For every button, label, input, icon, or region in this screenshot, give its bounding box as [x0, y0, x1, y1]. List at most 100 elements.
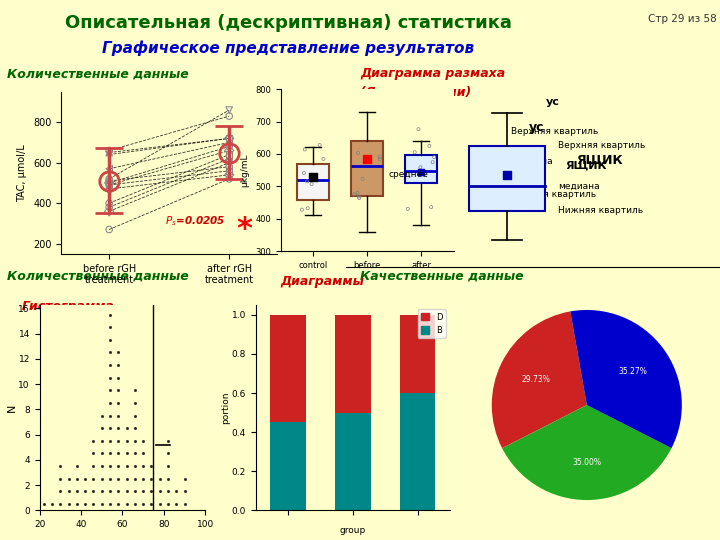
Point — [223, 146, 235, 155]
Point — [104, 225, 115, 234]
Text: Количественные данные: Количественные данные — [7, 68, 189, 80]
Text: Диаграмма размаха: Диаграмма размаха — [360, 68, 505, 80]
Text: Верхняя квартиль: Верхняя квартиль — [557, 141, 645, 150]
Point — [223, 150, 235, 159]
Point — [104, 199, 115, 207]
Point — [296, 205, 307, 214]
Point — [104, 148, 115, 157]
Text: ЯЩИК: ЯЩИК — [576, 154, 623, 167]
Wedge shape — [492, 312, 587, 448]
Bar — [469, 146, 545, 211]
Text: 35.27%: 35.27% — [618, 367, 647, 375]
Text: ус: ус — [546, 97, 559, 107]
Text: медиана: медиана — [511, 157, 553, 166]
Point — [357, 174, 369, 183]
Wedge shape — [570, 310, 682, 448]
Point — [223, 112, 235, 120]
Point — [354, 194, 365, 202]
Bar — [270, 315, 306, 422]
Text: ус: ус — [529, 122, 545, 134]
Point — [501, 171, 513, 179]
Text: Диаграммы: Диаграммы — [281, 275, 364, 288]
Text: медиана: медиана — [557, 181, 599, 191]
Point — [307, 172, 319, 181]
Point — [223, 158, 235, 167]
Legend: D, B: D, B — [418, 309, 446, 338]
Point — [298, 168, 310, 177]
Text: 35.00%: 35.00% — [572, 457, 601, 467]
Point — [361, 154, 373, 163]
Point — [223, 142, 235, 151]
X-axis label: group: group — [340, 525, 366, 535]
Point — [299, 145, 310, 154]
Bar — [335, 315, 371, 413]
Point — [104, 146, 115, 155]
Text: (Ящик с усами): (Ящик с усами) — [360, 86, 472, 99]
Point — [423, 141, 435, 150]
PathPatch shape — [297, 164, 329, 200]
Y-axis label: µkg/mL: µkg/mL — [240, 153, 250, 187]
Point — [352, 148, 364, 157]
Text: $P_s$=0.0205: $P_s$=0.0205 — [165, 214, 225, 228]
Text: среднее: среднее — [389, 171, 428, 179]
Point — [104, 177, 115, 185]
Bar — [335, 413, 371, 510]
Text: Качественные данные: Качественные данные — [360, 270, 523, 283]
Text: Количественные данные: Количественные данные — [7, 270, 189, 283]
Point — [428, 153, 440, 161]
Y-axis label: portion: portion — [221, 392, 230, 424]
Bar — [400, 315, 436, 393]
Point — [223, 134, 235, 143]
Point — [318, 154, 329, 163]
Point — [223, 134, 235, 143]
Point — [223, 174, 235, 183]
Point — [223, 154, 235, 163]
Point — [427, 158, 438, 166]
Text: 29.73%: 29.73% — [521, 375, 550, 384]
Text: Стр 29 из 58: Стр 29 из 58 — [648, 14, 716, 24]
Text: Графическое представление результатов: Графическое представление результатов — [102, 40, 474, 56]
Point — [223, 163, 235, 171]
Point — [353, 192, 364, 201]
Y-axis label: N: N — [7, 403, 17, 412]
Point — [104, 164, 115, 173]
Point — [302, 177, 313, 186]
Point — [104, 174, 115, 183]
Text: Нижняя квартиль: Нижняя квартиль — [557, 206, 643, 215]
Text: ЯЩИК: ЯЩИК — [565, 160, 607, 170]
Point — [104, 203, 115, 212]
Text: Нижняя квартиль: Нижняя квартиль — [511, 190, 596, 199]
Point — [314, 141, 325, 150]
Wedge shape — [502, 405, 672, 500]
Point — [374, 154, 385, 163]
Text: Верхняя квартиль: Верхняя квартиль — [511, 127, 598, 136]
Point — [223, 138, 235, 147]
Point — [352, 188, 364, 197]
Point — [104, 185, 115, 193]
Point — [413, 125, 424, 133]
Point — [415, 167, 427, 176]
Point — [223, 166, 235, 175]
Point — [223, 171, 235, 179]
Point — [415, 163, 426, 172]
Point — [104, 180, 115, 189]
Bar — [400, 393, 436, 510]
Point — [104, 207, 115, 215]
PathPatch shape — [351, 141, 383, 196]
Text: среднее: среднее — [400, 165, 439, 174]
Point — [302, 204, 313, 213]
Text: *: * — [237, 214, 253, 244]
Point — [374, 152, 385, 161]
Point — [104, 150, 115, 159]
Point — [402, 205, 413, 213]
Y-axis label: TAC, µmol/L: TAC, µmol/L — [17, 144, 27, 201]
Point — [104, 180, 115, 189]
Point — [104, 179, 115, 187]
Point — [306, 180, 318, 188]
Bar — [270, 422, 306, 510]
Text: Гистограмма: Гистограмма — [22, 300, 114, 313]
Point — [348, 190, 360, 199]
Point — [223, 106, 235, 114]
PathPatch shape — [405, 156, 438, 184]
Point — [409, 148, 420, 157]
